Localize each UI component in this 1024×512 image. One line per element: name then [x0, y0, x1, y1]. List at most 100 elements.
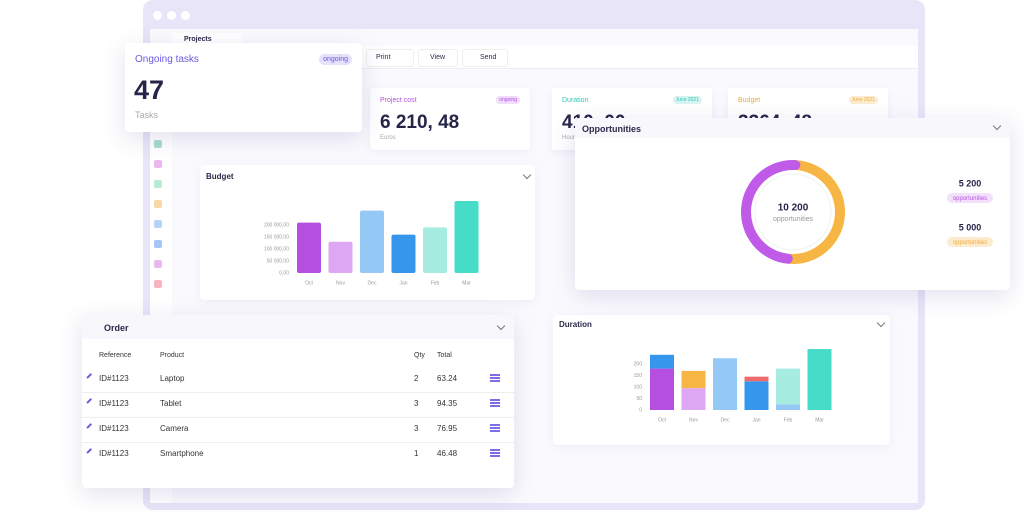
column-header: Qty — [414, 352, 425, 359]
y-tick-label: 200 000,00 — [264, 222, 289, 228]
badge: ongoing — [496, 96, 520, 104]
cell: 46.48 — [437, 449, 458, 458]
card-title: Opportunities — [582, 124, 641, 134]
ongoing-card: Ongoing tasks ongoing 47 Tasks — [125, 43, 362, 132]
legend-pill — [947, 193, 993, 203]
window-dot — [181, 11, 190, 20]
card-header — [82, 315, 514, 339]
legend-value: 5 200 — [959, 178, 982, 188]
column-header: Total — [437, 352, 452, 359]
edit-icon[interactable] — [86, 398, 92, 404]
sidebar-icon[interactable] — [154, 220, 162, 228]
sidebar-icon[interactable] — [154, 160, 162, 168]
badge: June 2021 — [672, 96, 702, 104]
sidebar-icon[interactable] — [154, 260, 162, 268]
bar — [454, 201, 479, 273]
menu-line — [490, 374, 500, 376]
x-tick-label: Nov — [689, 417, 698, 423]
sidebar-icon[interactable] — [154, 200, 162, 208]
bar-segment — [650, 368, 674, 410]
cell: 2 — [414, 374, 419, 383]
kpi-unit: Euros — [380, 135, 396, 141]
x-tick-label: Oct — [305, 280, 313, 286]
tab-label: Projects — [184, 36, 212, 43]
bar-segment — [776, 404, 800, 410]
bar-segment — [650, 354, 674, 369]
donut-total: 10 200 — [778, 203, 809, 214]
menu-icon[interactable] — [490, 374, 500, 382]
sidebar-icon[interactable] — [154, 240, 162, 248]
duration-chart: 0 50 100 150 200 Oct Nov Dec Jan Feb Mar — [634, 349, 832, 423]
y-tick-label: 100 — [634, 384, 643, 390]
bar-segment — [681, 388, 706, 410]
menu-icon[interactable] — [490, 399, 500, 407]
kpi-unit: Hours — [562, 135, 579, 141]
row-divider — [82, 417, 514, 418]
y-tick-label: 0 — [639, 407, 642, 413]
cell: Laptop — [160, 374, 185, 383]
menu-line — [490, 402, 500, 404]
order-card: Order Reference Product Qty Total ID#1123 Lap… — [82, 315, 514, 488]
donut-segment — [741, 160, 801, 264]
bar-segment — [744, 376, 769, 382]
x-tick-label: Jan — [399, 280, 407, 286]
card-header — [575, 118, 1010, 138]
menu-line — [490, 405, 500, 407]
cell: 94.35 — [437, 399, 458, 408]
menu-line — [490, 377, 500, 379]
kpi-card: Project cost ongoing 6 210, 48 Euros — [370, 88, 530, 150]
sidebar-icon[interactable] — [154, 140, 162, 148]
toolbar-button[interactable]: View — [418, 49, 458, 67]
edit-icon[interactable] — [86, 423, 92, 429]
menu-icon[interactable] — [490, 424, 500, 432]
x-tick-label: Dec — [721, 417, 730, 423]
bar — [328, 241, 353, 273]
row-divider — [82, 442, 514, 443]
y-tick-label: 150 — [634, 373, 643, 379]
tab[interactable]: Projects — [172, 33, 242, 46]
y-tick-label: 100 000,00 — [264, 246, 289, 252]
bar-segment — [776, 368, 800, 405]
legend-caption: opportunities — [953, 240, 987, 246]
x-tick-label: Mar — [462, 280, 471, 286]
bar — [297, 222, 321, 273]
column-header: Reference — [99, 352, 132, 359]
kpi-title: Budget — [738, 97, 761, 104]
menu-line — [490, 430, 500, 432]
x-tick-label: Mar — [815, 417, 824, 423]
x-tick-label: Jan — [752, 417, 760, 423]
cell: 3 — [414, 424, 419, 433]
sidebar-icon[interactable] — [154, 280, 162, 288]
edit-icon[interactable] — [86, 448, 92, 454]
legend-pill — [947, 237, 993, 247]
badge: June 2021 — [848, 96, 878, 104]
cell: ID#1123 — [99, 449, 129, 458]
sidebar-icon[interactable] — [154, 180, 162, 188]
x-tick-label: Feb — [784, 417, 793, 423]
menu-icon[interactable] — [490, 449, 500, 457]
cell: ID#1123 — [99, 424, 129, 433]
cell: 76.95 — [437, 424, 458, 433]
unit: Tasks — [135, 110, 159, 120]
toolbar-button[interactable]: Send — [462, 49, 508, 67]
legend-caption: opportunities — [953, 196, 987, 202]
y-tick-label: 150 000,00 — [264, 234, 289, 240]
menu-line — [490, 380, 500, 382]
toolbar-button[interactable]: Print — [366, 49, 414, 67]
x-tick-label: Feb — [431, 280, 440, 286]
duration-card: Duration 0 50 100 150 200 Oct Nov Dec Jan Feb Mar — [553, 315, 890, 445]
menu-line — [490, 449, 500, 451]
card-title: Duration — [559, 320, 592, 329]
bar-segment — [681, 370, 706, 389]
donut-segment — [782, 160, 845, 264]
card-title: Ongoing tasks — [135, 54, 199, 65]
card-title: Order — [104, 323, 129, 333]
edit-icon[interactable] — [86, 373, 92, 379]
y-tick-label: 200 — [634, 361, 643, 367]
kpi-value: 6 210, 48 — [380, 112, 460, 133]
bar-segment — [713, 358, 737, 410]
kpi-title: Duration — [562, 97, 589, 104]
window-dot — [167, 11, 176, 20]
opportunities-card: Opportunities 10 200 opportunities 5 200 op… — [575, 118, 1010, 290]
